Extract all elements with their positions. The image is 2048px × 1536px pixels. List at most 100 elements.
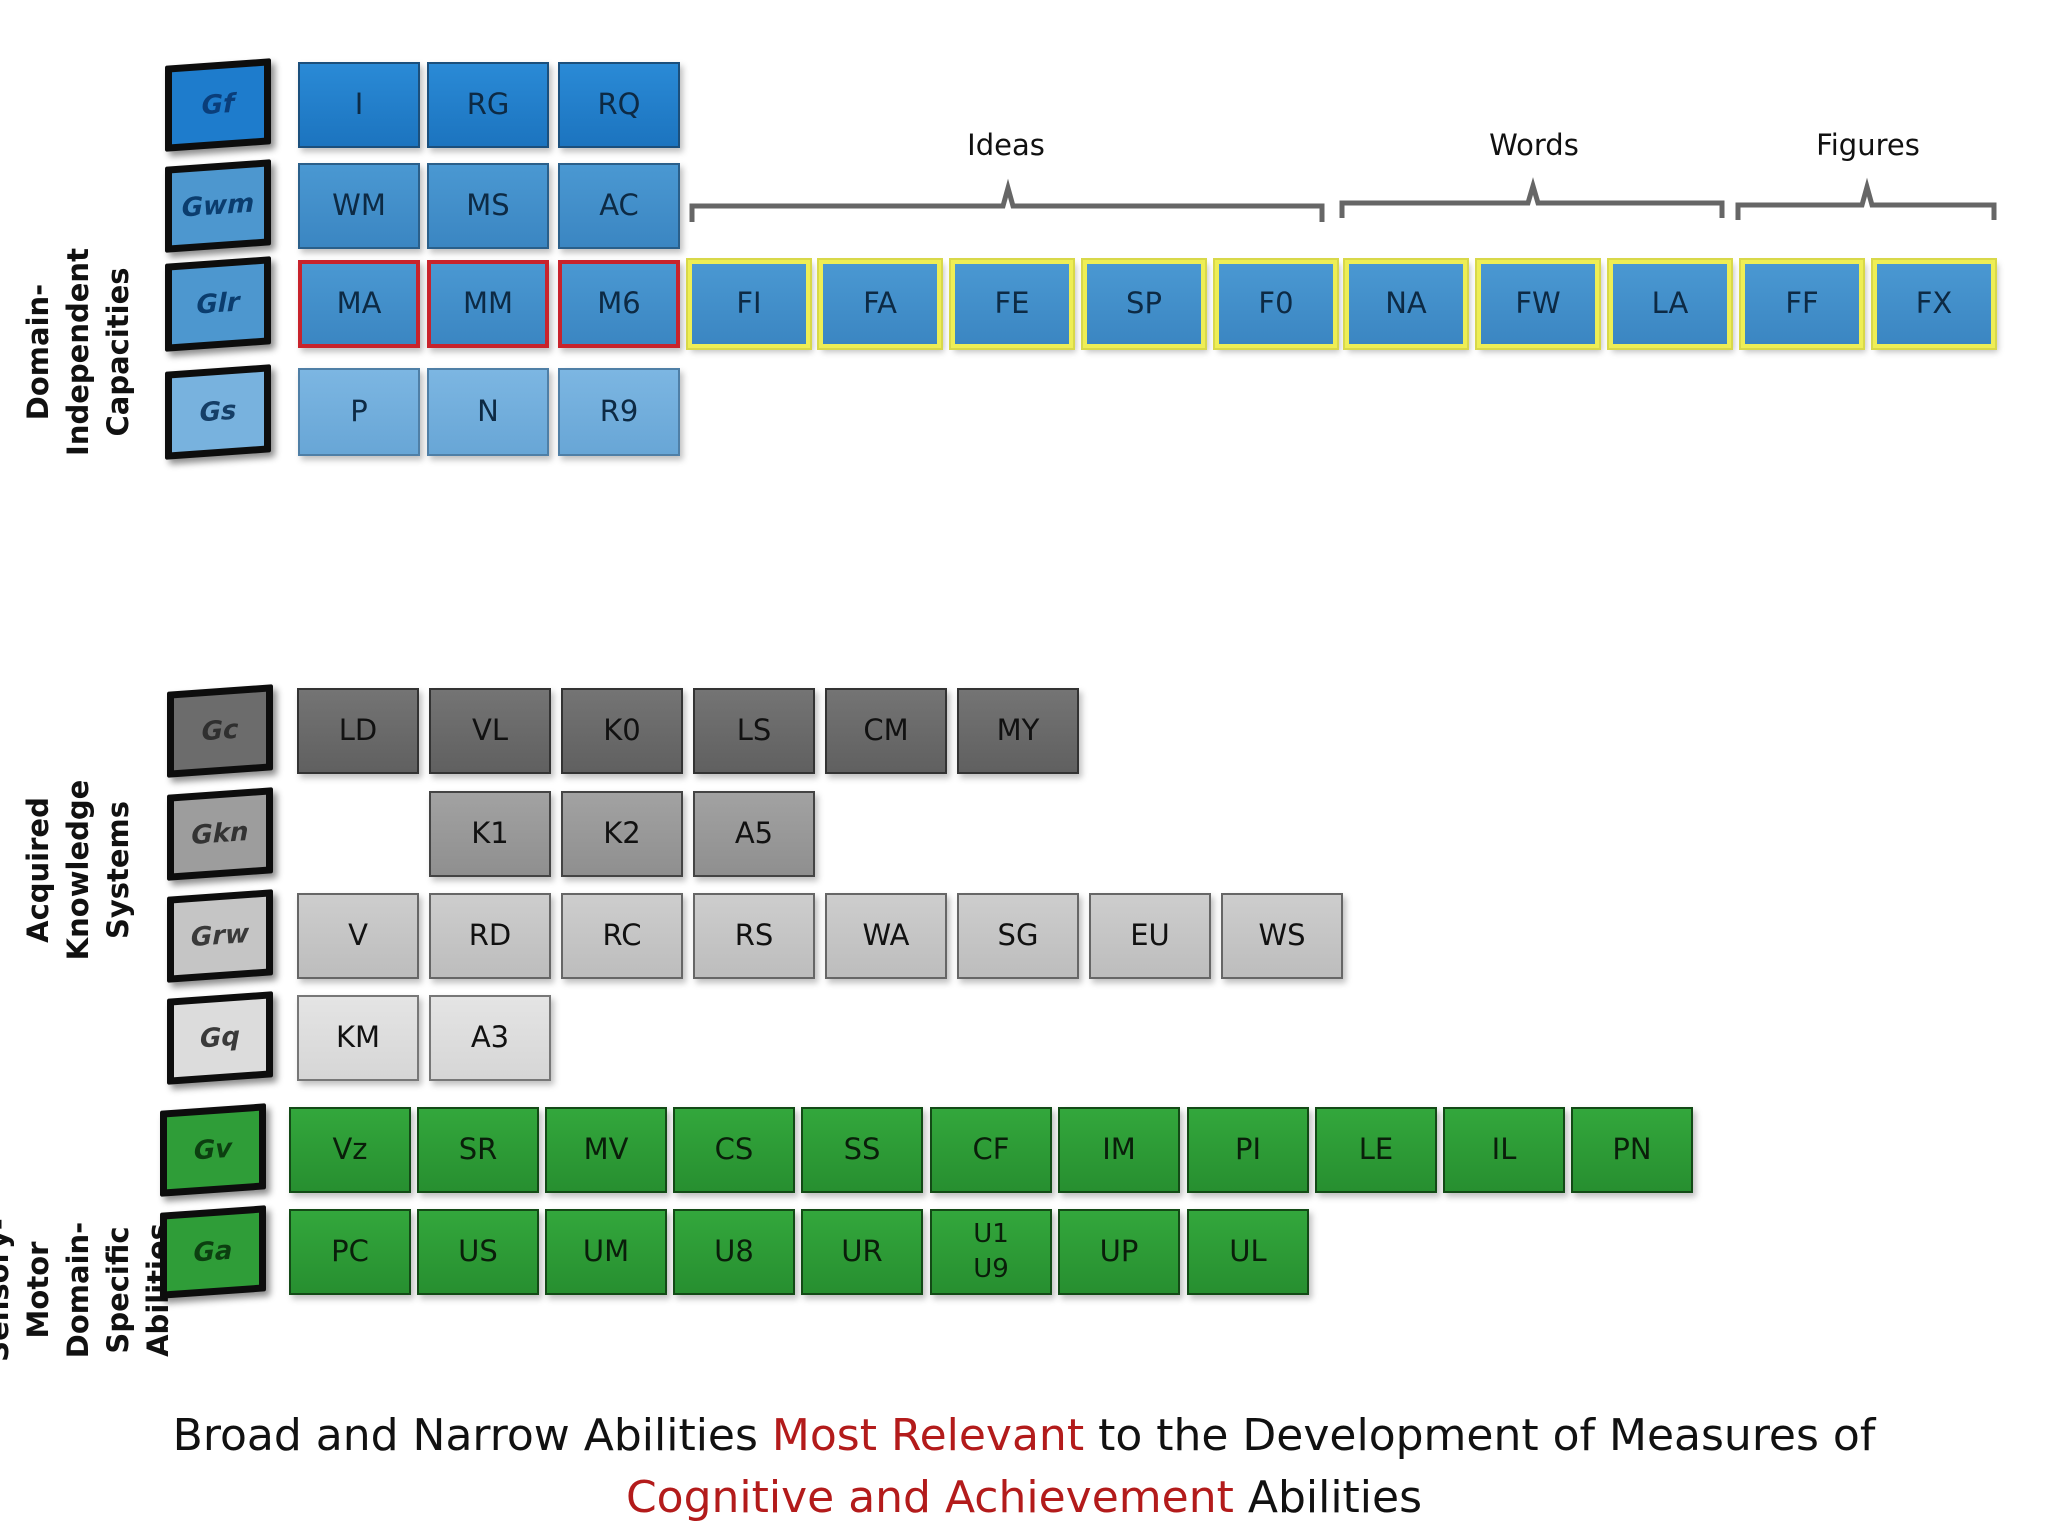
narrow-ability-ma: MA: [298, 260, 420, 348]
narrow-ability-label: SP: [1126, 286, 1162, 321]
broad-ability-label: Gs: [199, 395, 237, 429]
narrow-ability-label: N: [477, 394, 499, 429]
broad-ability-label: Gkn: [191, 817, 249, 851]
narrow-ability-le: LE: [1315, 1107, 1437, 1193]
narrow-ability-i: I: [298, 62, 420, 148]
narrow-ability-label: RQ: [597, 87, 641, 122]
caption-text: Abilities: [1233, 1472, 1423, 1523]
broad-ability-glr: Glr: [165, 256, 271, 352]
narrow-ability-rg: RG: [427, 62, 549, 148]
narrow-ability-label: LE: [1358, 1132, 1394, 1167]
caption-line-2: Cognitive and Achievement Abilities: [0, 1467, 2048, 1529]
narrow-ability-label: MM: [462, 286, 514, 321]
narrow-ability-u8: U8: [673, 1209, 795, 1295]
narrow-ability-ws: WS: [1221, 893, 1343, 979]
bracket-figures: [1735, 177, 1997, 220]
narrow-ability-rs: RS: [693, 893, 815, 979]
narrow-ability-a3: A3: [429, 995, 551, 1081]
narrow-ability-v: V: [297, 893, 419, 979]
narrow-ability-label: WS: [1258, 918, 1306, 953]
bracket-ideas: [689, 178, 1325, 222]
narrow-ability-label: R9: [599, 394, 639, 429]
narrow-ability-my: MY: [957, 688, 1079, 774]
narrow-ability-mv: MV: [545, 1107, 667, 1193]
narrow-ability-label: SG: [997, 918, 1039, 953]
broad-ability-label: Gwm: [181, 188, 255, 224]
narrow-ability-us: US: [417, 1209, 539, 1295]
narrow-ability-label: K1: [471, 816, 509, 851]
broad-ability-gc: Gc: [167, 684, 273, 778]
narrow-ability-k2: K2: [561, 791, 683, 877]
broad-ability-label: Ga: [193, 1235, 233, 1269]
narrow-ability-k0: K0: [561, 688, 683, 774]
narrow-ability-pi: PI: [1187, 1107, 1309, 1193]
broad-ability-label: Glr: [196, 287, 240, 321]
narrow-ability-label: UP: [1099, 1234, 1139, 1269]
narrow-ability-ld: LD: [297, 688, 419, 774]
narrow-ability-label: RD: [468, 918, 512, 953]
narrow-ability-label: F0: [1258, 286, 1294, 321]
narrow-ability-m6: M6: [558, 260, 680, 348]
narrow-ability-mm: MM: [427, 260, 549, 348]
caption-line-1: Broad and Narrow Abilities Most Relevant…: [0, 1405, 2048, 1467]
narrow-ability-um: UM: [545, 1209, 667, 1295]
narrow-ability-label: IM: [1102, 1132, 1136, 1167]
narrow-ability-label: V: [348, 918, 368, 953]
narrow-ability-rd: RD: [429, 893, 551, 979]
narrow-ability-label: U8: [714, 1234, 754, 1269]
narrow-ability-label: IL: [1491, 1132, 1517, 1167]
narrow-ability-label: MS: [466, 188, 510, 223]
narrow-ability-label: US: [458, 1234, 498, 1269]
broad-ability-gf: Gf: [165, 58, 271, 152]
narrow-ability-label: CM: [863, 713, 909, 748]
narrow-ability-label: M6: [597, 286, 641, 321]
narrow-ability-ur: UR: [801, 1209, 923, 1295]
narrow-ability-sg: SG: [957, 893, 1079, 979]
narrow-ability-rq: RQ: [558, 62, 680, 148]
narrow-ability-label: A3: [470, 1020, 510, 1055]
narrow-ability-label: A5: [734, 816, 774, 851]
narrow-ability-label: KM: [335, 1020, 381, 1055]
narrow-ability-fx: FX: [1873, 260, 1995, 348]
broad-ability-label: Grw: [190, 918, 250, 954]
narrow-ability-f0: F0: [1215, 260, 1337, 348]
narrow-ability-label: UR: [841, 1234, 883, 1269]
narrow-ability-na: NA: [1345, 260, 1467, 348]
narrow-ability-label: FX: [1915, 286, 1953, 321]
narrow-ability-ms: MS: [427, 163, 549, 249]
narrow-ability-fw: FW: [1477, 260, 1599, 348]
narrow-ability-label: MV: [583, 1132, 629, 1167]
narrow-ability-label: LD: [338, 713, 378, 748]
narrow-ability-rc: RC: [561, 893, 683, 979]
narrow-ability-label: LA: [1651, 286, 1689, 321]
narrow-ability-im: IM: [1058, 1107, 1180, 1193]
narrow-ability-label: PN: [1612, 1132, 1652, 1167]
narrow-ability-label: RC: [602, 918, 642, 953]
narrow-ability-label: MA: [336, 286, 382, 321]
group-label-figures: Figures: [1816, 128, 1920, 162]
narrow-ability-label: WA: [862, 918, 910, 953]
narrow-ability-vl: VL: [429, 688, 551, 774]
broad-ability-gkn: Gkn: [167, 787, 273, 881]
narrow-ability-ss: SS: [801, 1107, 923, 1193]
narrow-ability-label: UL: [1229, 1234, 1267, 1269]
narrow-ability-label: FW: [1515, 286, 1561, 321]
narrow-ability-label: AC: [599, 188, 639, 223]
narrow-ability-label: FF: [1785, 286, 1819, 321]
narrow-ability-pn: PN: [1571, 1107, 1693, 1193]
broad-ability-label: Gc: [201, 714, 239, 748]
broad-ability-label: Gf: [201, 88, 235, 122]
narrow-ability-label: RS: [734, 918, 774, 953]
narrow-ability-il: IL: [1443, 1107, 1565, 1193]
narrow-ability-label: SR: [458, 1132, 498, 1167]
narrow-ability-k1: K1: [429, 791, 551, 877]
narrow-ability-a5: A5: [693, 791, 815, 877]
narrow-ability-label: LS: [736, 713, 772, 748]
narrow-ability-vz: Vz: [289, 1107, 411, 1193]
narrow-ability-wm: WM: [298, 163, 420, 249]
narrow-ability-ul: UL: [1187, 1209, 1309, 1295]
narrow-ability-pc: PC: [289, 1209, 411, 1295]
broad-ability-gq: Gq: [167, 991, 273, 1085]
